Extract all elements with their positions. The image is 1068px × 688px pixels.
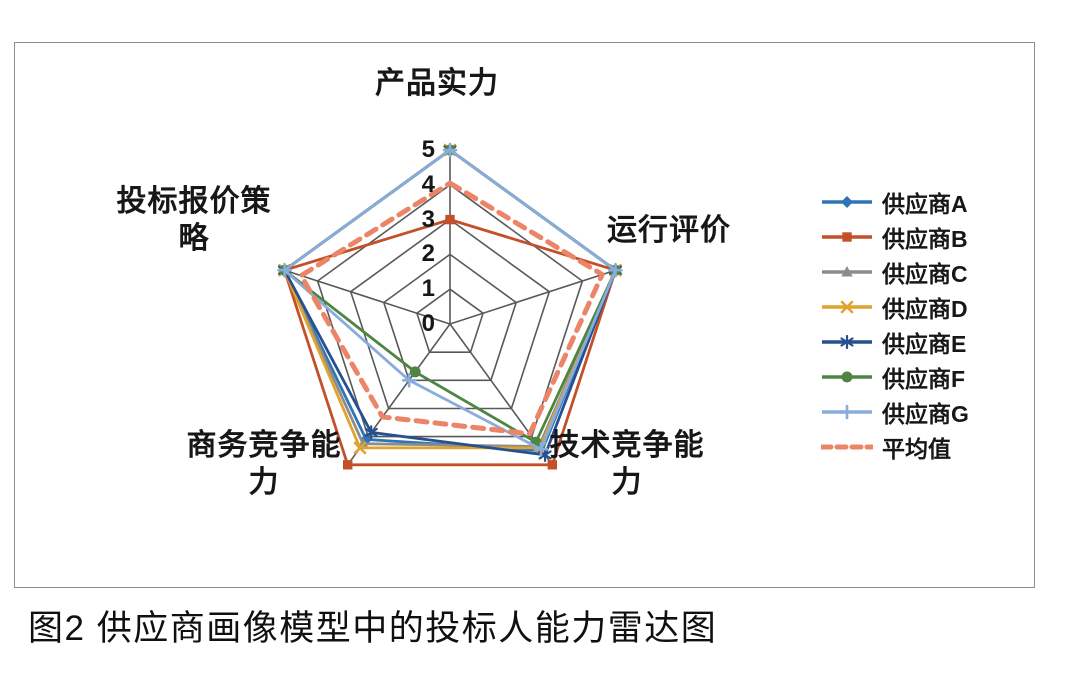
legend-item-4: 供应商E: [821, 324, 969, 359]
legend-item-2: 供应商C: [821, 254, 969, 289]
x-legend-icon: [822, 300, 872, 313]
legend-label: 供应商A: [882, 190, 968, 217]
asterisk-legend-icon: [822, 334, 872, 349]
tick-label-0: 0: [421, 310, 435, 337]
triangle-legend-icon: [822, 265, 872, 276]
tick-label-2: 2: [421, 240, 435, 268]
tick-label-4: 4: [421, 170, 435, 198]
figure-caption: 图2 供应商画像模型中的投标人能力雷达图: [28, 609, 718, 648]
axis-label-technical-competitiveness: 技术竞争能力: [549, 429, 705, 499]
radar-chart: [277, 142, 623, 470]
axis-label-bidding-price-strategy: 投标报价策略: [116, 185, 272, 255]
legend-item-0: 供应商A: [821, 184, 969, 219]
dashed-line-legend-icon: [821, 444, 873, 449]
legend-item-3: 供应商D: [821, 289, 969, 324]
legend-item-6: 供应商G: [821, 394, 969, 429]
legend-label: 供应商F: [882, 365, 966, 392]
square-legend-icon: [822, 231, 872, 242]
tick-label-1: 1: [421, 275, 435, 303]
circle-legend-icon: [822, 371, 872, 382]
axis-label-product-strength: 产品实力: [375, 67, 499, 100]
axis-label-operation-evaluation: 运行评价: [607, 214, 731, 247]
tick-label-5: 5: [421, 136, 435, 163]
legend-label: 平均值: [882, 435, 951, 462]
legend-label: 供应商G: [882, 400, 969, 427]
legend: 供应商A 供应商B 供应商C 供应商D 供应商E 供应商F 供应商G 平均值: [821, 184, 969, 464]
legend-label: 供应商C: [882, 260, 968, 287]
legend-item-7: 平均值: [821, 429, 969, 464]
legend-item-1: 供应商B: [821, 219, 969, 254]
plus-legend-icon: [822, 404, 872, 419]
tick-label-3: 3: [421, 205, 435, 233]
axis-label-business-competitiveness: 商务竞争能力: [186, 429, 342, 499]
legend-label: 供应商E: [882, 330, 967, 357]
chart-panel: 产品实力 运行评价 技术竞争能力 商务竞争能力 投标报价策略 0 1 2 3 4 5 供应…: [14, 42, 1035, 588]
legend-label: 供应商B: [882, 225, 968, 252]
legend-item-5: 供应商F: [821, 359, 969, 394]
diamond-legend-icon: [822, 195, 872, 208]
legend-label: 供应商D: [882, 295, 968, 322]
